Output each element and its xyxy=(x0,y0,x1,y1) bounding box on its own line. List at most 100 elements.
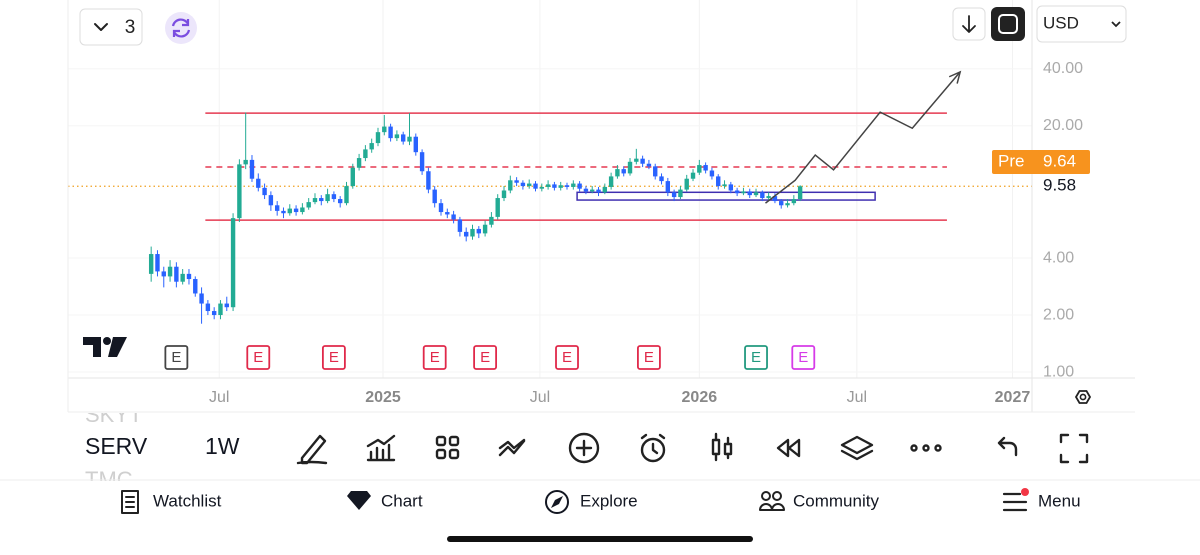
candle-body xyxy=(306,202,311,208)
candle-body xyxy=(596,189,601,193)
candle-body xyxy=(470,228,475,237)
layers-tool[interactable] xyxy=(840,435,874,461)
x-tick-label: 2026 xyxy=(682,389,718,406)
toolbar-icons xyxy=(296,432,1089,465)
draw-tool[interactable] xyxy=(296,434,328,465)
candle-body xyxy=(268,195,274,206)
nav-item[interactable]: Community xyxy=(759,491,879,511)
candle-body xyxy=(741,191,746,194)
nav-item[interactable]: Chart xyxy=(347,491,423,510)
candle-body xyxy=(797,186,803,200)
settings-button[interactable] xyxy=(1074,390,1092,404)
candle-body xyxy=(785,203,790,206)
watchlist-ticker: SKYT xyxy=(85,402,142,427)
undo-tool[interactable] xyxy=(997,436,1018,457)
candle-body xyxy=(186,273,192,280)
candle-body xyxy=(564,185,570,187)
candle-body xyxy=(438,203,444,213)
logo xyxy=(83,337,127,357)
nav-label: Watchlist xyxy=(153,491,222,510)
candle-body xyxy=(716,176,721,187)
earnings-marker xyxy=(473,345,498,370)
candle-body xyxy=(760,192,765,199)
x-tick-label: Jul xyxy=(209,389,229,406)
candle-body xyxy=(344,186,349,204)
candle-body xyxy=(337,199,343,204)
candle-body xyxy=(300,207,305,213)
fullscreen-tool[interactable] xyxy=(1059,433,1089,464)
candle-body xyxy=(508,180,513,191)
compare-tool[interactable] xyxy=(498,438,526,457)
candle-body xyxy=(495,198,500,217)
candle-body xyxy=(224,303,229,308)
candle-body xyxy=(148,254,154,274)
projection-path xyxy=(765,71,961,204)
more-tool[interactable] xyxy=(910,444,942,452)
candle-body xyxy=(590,189,595,192)
candle-body xyxy=(539,186,545,189)
candle-body xyxy=(514,180,519,183)
candle-body xyxy=(772,196,778,202)
candle-body xyxy=(274,205,280,211)
candle-body xyxy=(167,266,173,277)
compare-button[interactable]: 3 xyxy=(79,8,143,46)
symbol[interactable]: SERV xyxy=(85,433,148,459)
earnings-marker xyxy=(164,345,189,370)
candle-body xyxy=(520,182,526,187)
candle-body xyxy=(205,303,211,312)
candle-body xyxy=(394,134,400,139)
candle-body xyxy=(256,178,261,188)
y-tick-label: 20.00 xyxy=(1043,117,1083,134)
candle-body xyxy=(426,171,431,190)
candle-body xyxy=(615,169,620,177)
earnings-label: E xyxy=(644,349,654,366)
nav-item[interactable]: Menu xyxy=(1002,488,1081,512)
candle-body xyxy=(527,183,532,187)
chart-type-tool[interactable] xyxy=(711,432,733,462)
candle-body xyxy=(319,198,324,202)
add-tool[interactable] xyxy=(568,432,600,464)
candle-body xyxy=(331,194,337,200)
candle-body xyxy=(734,190,740,194)
candle-body xyxy=(445,212,450,215)
earnings-marker xyxy=(555,345,579,370)
currency-select[interactable]: USD xyxy=(1036,5,1127,43)
candle-body xyxy=(779,201,784,206)
candle-body xyxy=(728,184,734,191)
earnings-label: E xyxy=(430,349,440,366)
chart-area xyxy=(68,0,1032,378)
candle-body xyxy=(690,172,696,179)
candle-body xyxy=(791,199,797,204)
candle-body xyxy=(766,196,771,199)
scroll-button[interactable] xyxy=(952,7,986,41)
nav-item[interactable]: Explore xyxy=(545,490,638,514)
candle-body xyxy=(262,187,267,196)
nav-item[interactable]: Watchlist xyxy=(121,490,222,514)
candle-body xyxy=(382,126,387,133)
refresh-button[interactable] xyxy=(165,12,197,44)
earnings-label: E xyxy=(329,349,339,366)
replay-tool[interactable] xyxy=(776,438,801,458)
last-price-label: 9.58 xyxy=(1043,176,1076,195)
candle-body xyxy=(665,181,671,193)
fullscreen-toggle[interactable] xyxy=(991,7,1025,41)
candle-body xyxy=(230,218,236,308)
candle-body xyxy=(243,159,248,165)
price-zone xyxy=(576,191,876,201)
premarket-label: Pre xyxy=(998,151,1024,170)
candle-body xyxy=(388,126,393,139)
indicators-tool[interactable] xyxy=(366,434,396,462)
earnings-marker xyxy=(744,345,768,370)
earnings-marker xyxy=(791,345,816,370)
candle-body xyxy=(400,134,406,142)
candle-body xyxy=(174,266,179,282)
alert-tool[interactable] xyxy=(640,433,666,463)
candle-body xyxy=(703,165,708,171)
templates-tool[interactable] xyxy=(435,435,460,460)
compare-count: 3 xyxy=(125,17,136,38)
interval[interactable]: 1W xyxy=(205,433,240,459)
candle-body xyxy=(218,303,223,316)
y-tick-label: 4.00 xyxy=(1043,249,1074,266)
